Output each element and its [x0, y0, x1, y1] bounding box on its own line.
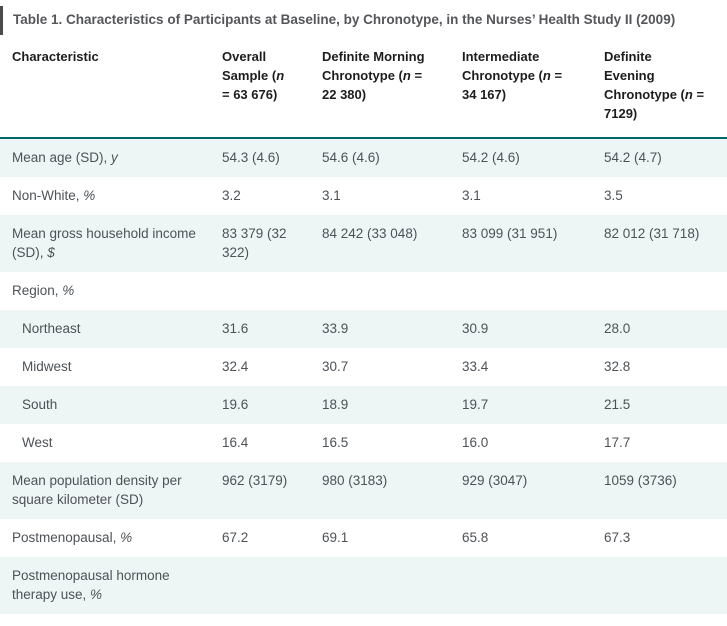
table-cell: 54.2 (4.7): [604, 150, 662, 165]
table-title: Table 1. Characteristics of Participants…: [0, 6, 727, 35]
table-cell: [604, 557, 727, 614]
table-row-household-income: Mean gross household income (SD), $ 83 3…: [0, 215, 727, 272]
table-cell: 54.3 (4.6): [222, 150, 280, 165]
table-cell: 83 379 (32 322): [222, 226, 287, 260]
table-cell: [604, 272, 727, 310]
table-cell: 33.9: [322, 321, 349, 336]
italic-n: n: [542, 68, 551, 83]
table-row-northeast: Northeast 31.6 33.9 30.9 28.0: [0, 310, 727, 348]
table-cell: 17.7: [604, 435, 631, 450]
table-cell: [222, 557, 322, 614]
table-cell: 83 099 (31 951): [462, 226, 558, 241]
header-row: Characteristic Overall Sample (n = 63 67…: [0, 35, 727, 138]
table-cell: 3.1: [322, 188, 341, 203]
row-label: Non-White, %: [12, 188, 96, 203]
table-cell: 929 (3047): [462, 473, 528, 488]
table-cell: 16.5: [322, 435, 349, 450]
table-row-postmenopausal: Postmenopausal, % 67.2 69.1 65.8 67.3: [0, 519, 727, 557]
unit-label: %: [90, 587, 103, 602]
italic-n: n: [276, 68, 285, 83]
row-label: West: [22, 435, 53, 450]
table-cell: [322, 272, 462, 310]
unit-label: %: [62, 283, 75, 298]
row-label: Midwest: [22, 359, 72, 374]
table-cell: [462, 557, 604, 614]
table-cell: 16.4: [222, 435, 249, 450]
table-cell: [222, 272, 322, 310]
table-cell: 3.2: [222, 188, 241, 203]
table-cell: 19.7: [462, 397, 489, 412]
table-cell: 54.6 (4.6): [322, 150, 380, 165]
column-header-overall: Overall Sample (n = 63 676): [222, 49, 285, 102]
table-row-west: West 16.4 16.5 16.0 17.7: [0, 424, 727, 462]
table-cell: [322, 557, 462, 614]
table-cell: 67.2: [222, 530, 249, 545]
table-row-region: Region, %: [0, 272, 727, 310]
row-label: Postmenopausal hormone therapy use, %: [12, 568, 170, 602]
unit-label: %: [83, 188, 96, 203]
table-row-midwest: Midwest 32.4 30.7 33.4 32.8: [0, 348, 727, 386]
table-cell: 3.1: [462, 188, 481, 203]
table-cell: 33.4: [462, 359, 489, 374]
row-label: Region, %: [12, 283, 75, 298]
table-header: Characteristic Overall Sample (n = 63 67…: [0, 35, 727, 138]
table-cell: 82 012 (31 718): [604, 226, 700, 241]
table-cell: 962 (3179): [222, 473, 288, 488]
column-header-characteristic: Characteristic: [12, 49, 99, 64]
table-cell: 30.7: [322, 359, 349, 374]
table-cell: 980 (3183): [322, 473, 388, 488]
table-cell: 1059 (3736): [604, 473, 677, 488]
row-label: Mean population density per square kilom…: [12, 473, 182, 507]
table-row-mean-age: Mean age (SD), y 54.3 (4.6) 54.6 (4.6) 5…: [0, 138, 727, 177]
table-row-hormone-therapy: Postmenopausal hormone therapy use, %: [0, 557, 727, 614]
table-row-non-white: Non-White, % 3.2 3.1 3.1 3.5: [0, 177, 727, 215]
column-header-intermediate: Intermediate Chronotype (n = 34 167): [462, 49, 563, 102]
column-header-definite-evening: Definite Evening Chronotype (n = 7129): [604, 49, 705, 121]
table-cell: 54.2 (4.6): [462, 150, 520, 165]
table-cell: 28.0: [604, 321, 631, 336]
table-row-south: South 19.6 18.9 19.7 21.5: [0, 386, 727, 424]
row-label: Northeast: [22, 321, 81, 336]
table-cell: 19.6: [222, 397, 249, 412]
table-cell: 32.4: [222, 359, 249, 374]
row-label: South: [22, 397, 58, 412]
unit-label: %: [120, 530, 133, 545]
row-label: Postmenopausal, %: [12, 530, 133, 545]
table-cell: 16.0: [462, 435, 489, 450]
table-cell: 84 242 (33 048): [322, 226, 418, 241]
table-cell: 3.5: [604, 188, 623, 203]
table-cell: [462, 272, 604, 310]
table-cell: 21.5: [604, 397, 631, 412]
table-body: Mean age (SD), y 54.3 (4.6) 54.6 (4.6) 5…: [0, 138, 727, 614]
table-row-population-density: Mean population density per square kilom…: [0, 462, 727, 519]
table-cell: 30.9: [462, 321, 489, 336]
table-cell: 67.3: [604, 530, 631, 545]
table-cell: 32.8: [604, 359, 631, 374]
table-cell: 18.9: [322, 397, 349, 412]
column-header-definite-morning: Definite Morning Chronotype (n = 22 380): [322, 49, 425, 102]
row-label: Mean gross household income (SD), $: [12, 226, 196, 260]
table-cell: 65.8: [462, 530, 489, 545]
unit-label: y: [111, 150, 118, 165]
italic-n: n: [402, 68, 411, 83]
unit-label: $: [47, 245, 55, 260]
row-label: Mean age (SD), y: [12, 150, 118, 165]
table-cell: 69.1: [322, 530, 349, 545]
table-cell: 31.6: [222, 321, 249, 336]
baseline-characteristics-table: Characteristic Overall Sample (n = 63 67…: [0, 35, 727, 614]
italic-n: n: [684, 87, 693, 102]
